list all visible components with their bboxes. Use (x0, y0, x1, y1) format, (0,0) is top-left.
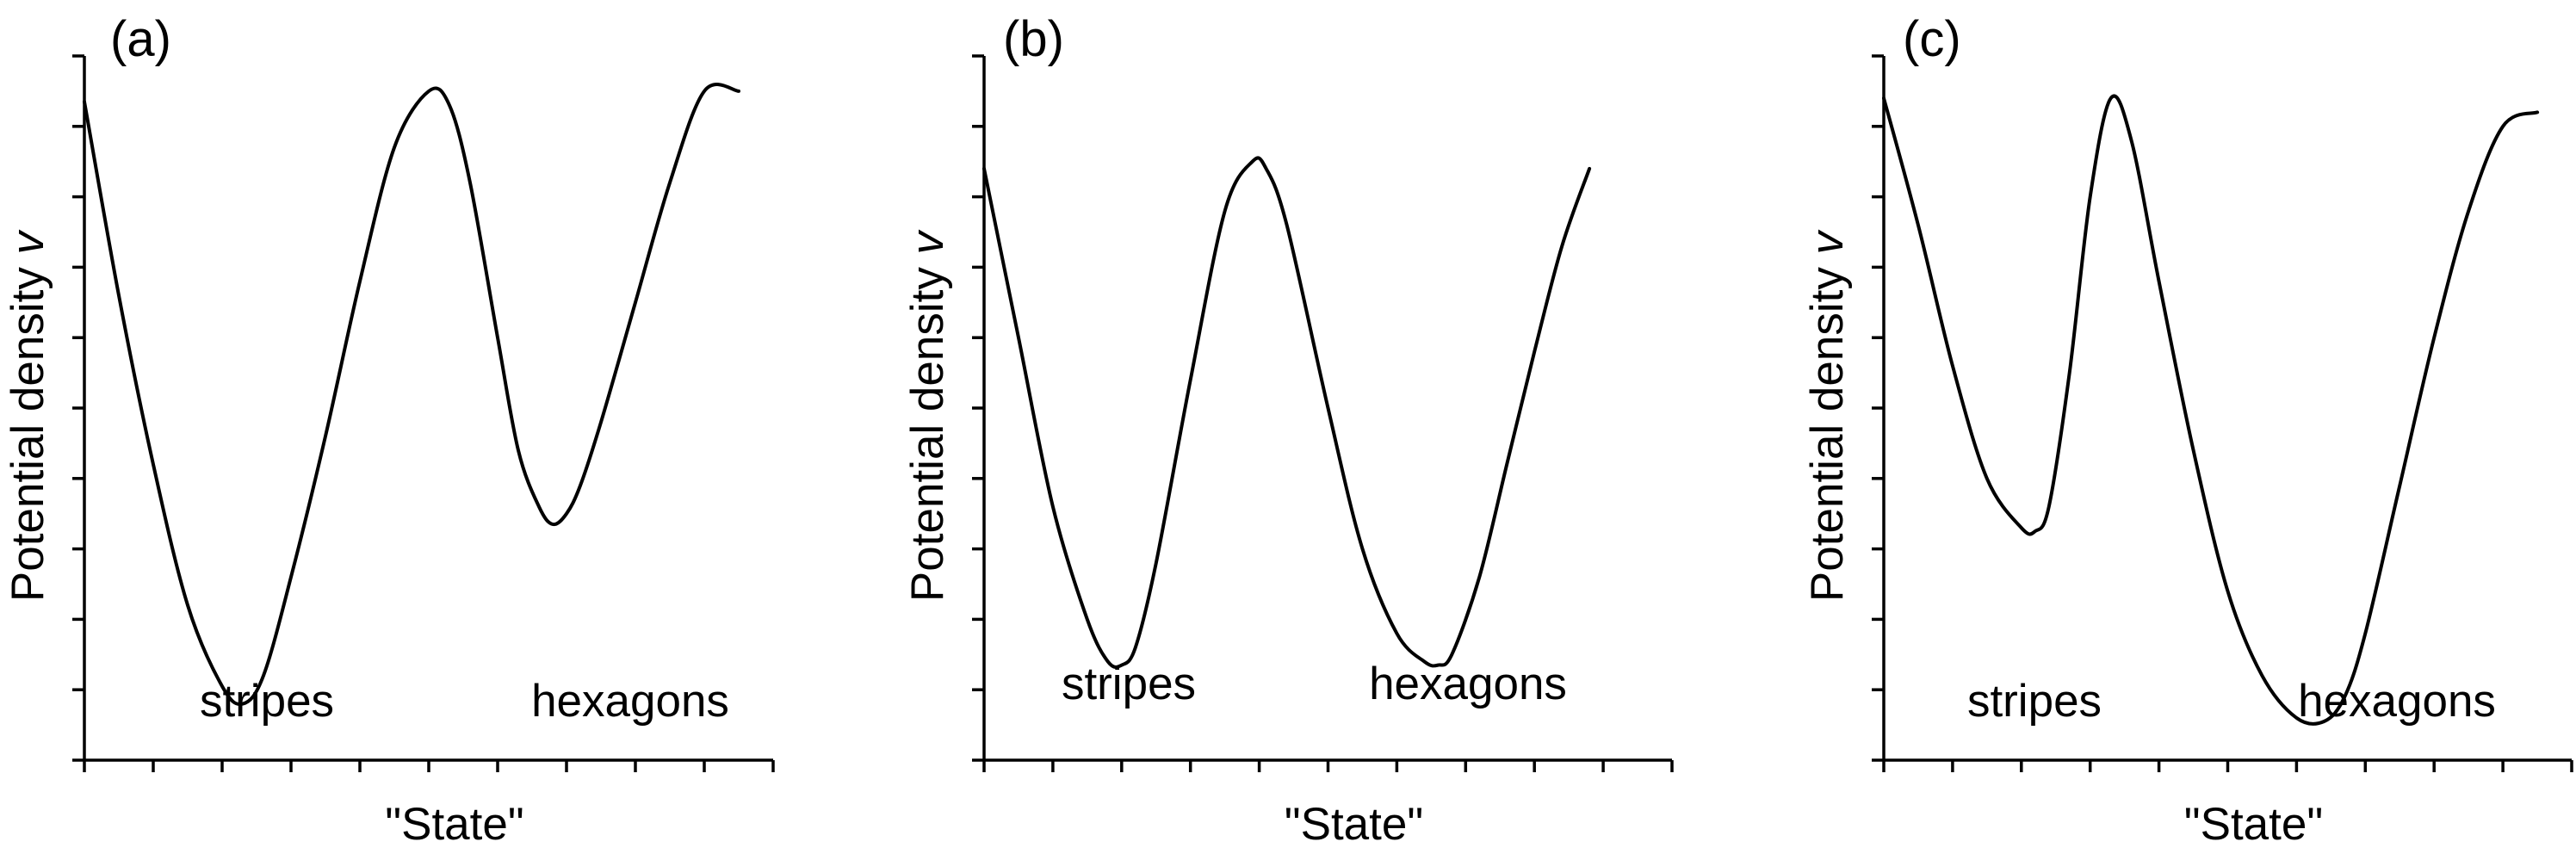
y-axis-label: Potential density v (902, 228, 953, 602)
annotation-stripes: stripes (1967, 676, 2102, 727)
potential-curve (982, 156, 1592, 669)
potential-curve (1882, 94, 2540, 726)
x-axis-label: "State" (2184, 799, 2323, 850)
x-axis-label: "State" (385, 799, 523, 850)
y-axis-label-text: Potential density (1802, 254, 1853, 602)
panel-3: (c) "State" Potential density v stripes hexa… (1802, 11, 2573, 850)
potential-curve (83, 83, 740, 707)
y-axis-label-variable: v (3, 228, 53, 254)
y-axis-label: Potential density v (3, 228, 53, 602)
panel-label: (c) (1903, 11, 1961, 67)
y-axis-label-variable: v (902, 228, 953, 254)
panel-label: (b) (1003, 11, 1064, 67)
annotation-stripes: stripes (200, 676, 334, 727)
y-axis-label: Potential density v (1802, 228, 1853, 602)
panel-label: (a) (110, 11, 171, 67)
y-axis-label-variable: v (1802, 228, 1853, 254)
panel-2: (b) "State" Potential density v stripes hexa… (902, 11, 1674, 850)
annotation-hexagons: hexagons (2298, 676, 2496, 727)
y-axis-label-text: Potential density (902, 254, 953, 602)
annotation-stripes: stripes (1062, 659, 1196, 709)
y-axis-label-text: Potential density (3, 254, 53, 602)
x-axis-label: "State" (1285, 799, 1423, 850)
annotation-hexagons: hexagons (531, 676, 729, 727)
panel-1: (a) "State" Potential density v stripes hexa… (3, 11, 775, 850)
annotation-hexagons: hexagons (1369, 659, 1567, 709)
